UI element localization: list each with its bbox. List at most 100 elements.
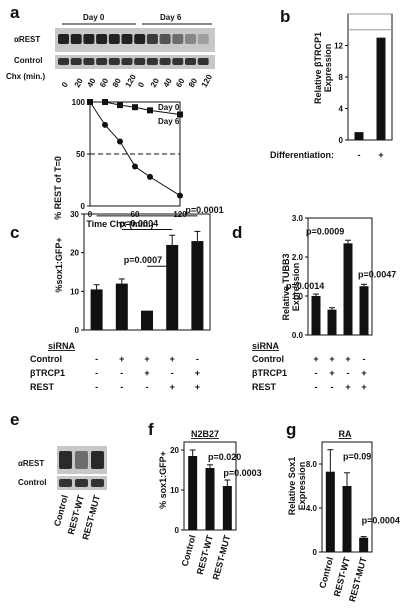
sirna-cell: - (315, 382, 318, 392)
blot-a-rest-band (134, 34, 146, 44)
blot-a-control-band (172, 58, 184, 65)
blot-a-rest-band (58, 34, 69, 44)
a-point-day0 (132, 104, 138, 111)
plot-c-ytick-label: 20 (70, 249, 79, 258)
plot-d-bar (359, 286, 369, 335)
a-ylabel: % REST of T=0 (53, 156, 63, 220)
b-category-label: + (378, 150, 383, 160)
plot-d-frame (307, 217, 373, 336)
panel-letter-d: d (232, 223, 242, 242)
plot-c-ytick-label: 10 (70, 287, 79, 296)
a-point-day6 (87, 99, 93, 105)
sirna-cell: - (120, 368, 123, 378)
d-ylabel-line1: Relative TUBB3 (281, 253, 291, 320)
a-point-day6 (102, 121, 108, 128)
sirna-title-d: siRNA (252, 341, 280, 351)
f-category-label: REST-MUT (211, 533, 233, 581)
blot-a-label-control: Control (14, 56, 42, 65)
plot-b-ytick-label: 0 (339, 136, 344, 145)
blot-a-label-rest: αREST (14, 35, 40, 44)
blot-a-control-band (108, 58, 120, 65)
c-ylabel: %sox1:GFP+ (54, 237, 64, 292)
sirna-cell: + (170, 382, 175, 392)
a-point-day0 (117, 102, 123, 109)
plot-c-bar (191, 241, 204, 330)
plot-g-ytick-label: 4.0 (306, 504, 318, 513)
b-ylabel-line2: Expression (323, 44, 333, 93)
sirna-cell: + (345, 382, 350, 392)
panel-letter-a: a (10, 3, 20, 22)
panel-letter-c: c (10, 223, 19, 242)
plot-b-ytick-label: 4 (339, 105, 344, 114)
sirna-row-label: βTRCP1 (30, 368, 65, 378)
plot-d-bar (311, 296, 321, 335)
blot-a-control-band (134, 58, 146, 65)
a-ytick-label: 0 (81, 202, 86, 211)
plot-c-bar (141, 310, 153, 330)
b-category-label: - (358, 150, 361, 160)
plot-c-ytick-label: 30 (70, 210, 79, 219)
panel-letter-f: f (148, 420, 154, 439)
blot-a-rest-band (108, 34, 120, 44)
chx-time-label: 40 (162, 76, 175, 89)
blot-e-control-band (91, 479, 104, 487)
sirna-title-c: siRNA (48, 341, 76, 351)
blot-e-control-band (59, 479, 72, 487)
sirna-cell: + (329, 368, 334, 378)
plot-b-ytick-label: 8 (339, 73, 344, 82)
blot-e-rest-band (59, 451, 72, 469)
plot-b-bar (354, 132, 364, 140)
plot-g-bar (342, 486, 352, 552)
plot-d-ytick-label: 0.0 (292, 331, 304, 340)
blot-e-label-control: Control (18, 478, 46, 487)
sirna-cell: + (345, 354, 350, 364)
panel-g-chart: RA Relative Sox1 Expression 0 4.0 8.0 p=0.0… (287, 429, 400, 603)
chx-time-label: 0 (136, 80, 146, 89)
plot-d-bar (343, 243, 353, 335)
panel-letter-b: b (280, 7, 290, 26)
blot-a-rest-band (70, 34, 82, 44)
blot-a-rest-band (146, 34, 158, 44)
blot-e-rest-band (91, 451, 104, 469)
d-pvalue: p=0.0047 (358, 269, 396, 279)
chx-time-label: 80 (111, 76, 124, 89)
blot-a-control-band (146, 58, 158, 65)
a-point-day0 (147, 107, 153, 114)
panel-a-blot: Day 0 Day 6 αREST Control Chx (min.) 0 20… (6, 13, 215, 89)
panel-b-chart: Relative βTRCP1 Expression Differentiati… (270, 13, 393, 160)
blot-a-control-band (159, 58, 171, 65)
sirna-cell: - (347, 368, 350, 378)
f-title: N2B27 (191, 429, 219, 439)
plot-g-ytick-label: 0 (313, 548, 318, 557)
sirna-cell: - (120, 382, 123, 392)
a-point-day0 (102, 99, 108, 105)
f-pvalue: p=0.020 (208, 452, 241, 462)
sirna-cell: - (171, 368, 174, 378)
sirna-cell: + (313, 354, 318, 364)
chx-time-label: 0 (60, 80, 70, 89)
chx-time-label: 20 (73, 76, 86, 89)
panel-c-chart: %sox1:GFP+ 0 10 20 30 p=0.0004 p=0.0001 p=0.00… (54, 205, 224, 335)
blot-e-label-rest: αREST (18, 459, 44, 468)
plot-f-ytick-label: 20 (170, 446, 179, 455)
sirna-cell: - (315, 368, 318, 378)
day-label-0: Day 0 (83, 13, 105, 22)
f-ylabel: % sox1:GFP+ (158, 451, 168, 509)
sirna-cell: - (95, 354, 98, 364)
chx-label: Chx (min.) (6, 72, 45, 81)
plot-f-bar (205, 468, 215, 530)
d-ylabel-line2: Expression (291, 263, 301, 312)
sirna-cell: + (119, 354, 124, 364)
sirna-cell: + (361, 382, 366, 392)
a-ytick-label: 100 (72, 98, 86, 107)
sirna-cell: + (195, 382, 200, 392)
plot-f-ytick-label: 0 (175, 526, 180, 535)
plot-f-bar (188, 456, 198, 530)
a-point-day6 (132, 163, 138, 170)
a-point-day6 (117, 138, 123, 145)
blot-a-control-band (121, 58, 133, 65)
sirna-cell: + (361, 368, 366, 378)
sirna-row-label: Control (30, 354, 62, 364)
